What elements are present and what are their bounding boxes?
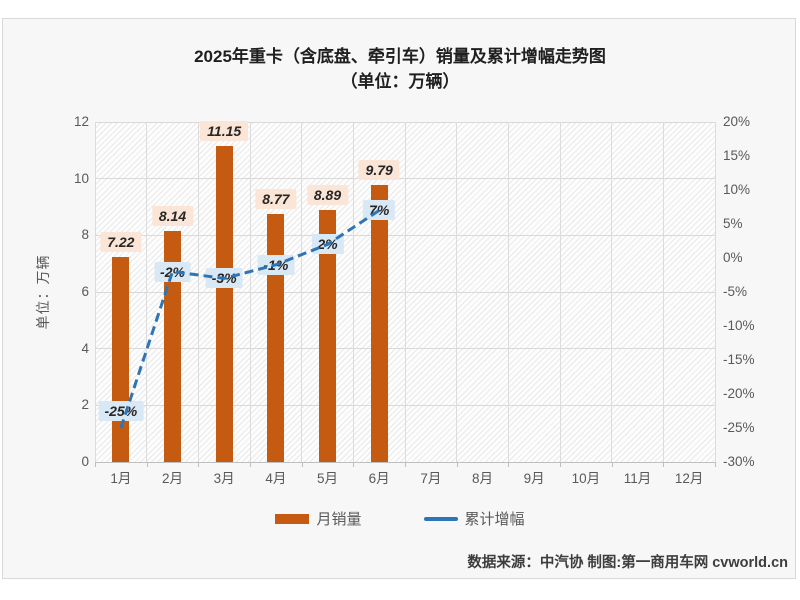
x-axis-tick xyxy=(456,462,458,467)
x-axis-tick-label: 5月 xyxy=(316,471,338,486)
v-gridline xyxy=(146,122,148,462)
x-axis-tick-label: 12月 xyxy=(674,471,704,486)
line-series-swatch xyxy=(423,516,458,521)
bar xyxy=(370,184,388,462)
v-gridline xyxy=(559,122,561,462)
growth-line xyxy=(119,209,380,429)
x-axis-tick xyxy=(250,462,251,467)
right-axis-tick-label: -30% xyxy=(723,454,755,469)
x-axis-tick-label: 9月 xyxy=(523,471,545,486)
title-block: 2025年重卡（含底盘、牵引车）销量及累计增幅走势图 （单位：万辆） xyxy=(0,44,800,94)
v-gridline xyxy=(301,122,303,462)
source-credit-text: 数据来源：中汽协 制图:第一商用车网 cvworld.cn xyxy=(467,555,788,571)
v-gridline xyxy=(714,122,716,462)
v-gridline xyxy=(197,122,199,462)
y-axis-tick-label: 8 xyxy=(81,227,89,243)
right-axis-tick-label: -25% xyxy=(723,420,755,435)
bar-value-label: 8.14 xyxy=(151,206,194,227)
x-axis-tick-label: 11月 xyxy=(623,471,652,486)
bar-value-label: 8.77 xyxy=(255,188,297,209)
right-axis-tick-label: 20% xyxy=(723,114,751,129)
x-axis-tick-label: 1月 xyxy=(110,471,132,486)
x-axis-tick xyxy=(560,462,561,467)
chart-legend: 月销量 累计增幅 xyxy=(0,508,800,529)
y-axis-tick-label: 2 xyxy=(81,397,89,413)
bar xyxy=(267,213,285,462)
y-axis-tick-label: 0 xyxy=(81,454,89,469)
v-gridline xyxy=(456,122,458,462)
chart-subtitle: （单位：万辆） xyxy=(340,72,460,91)
x-axis-tick xyxy=(198,462,200,467)
bar xyxy=(215,146,233,462)
x-axis-tick xyxy=(663,462,665,467)
x-axis-tick xyxy=(95,462,96,467)
x-axis-tick xyxy=(146,462,148,467)
plot-area: 7.22 8.14 11.15 8.77 8.89 9.79 -25% -2% -3% -1% 2%… xyxy=(94,121,716,463)
y-axis-tick-label: 4 xyxy=(81,340,89,356)
x-axis-tick-label: 8月 xyxy=(471,471,493,486)
x-axis-tick xyxy=(611,462,613,467)
x-axis-tick-label: 10月 xyxy=(571,471,601,486)
v-gridline xyxy=(352,122,354,462)
x-axis-tick xyxy=(353,462,355,467)
legend-label-monthly-sales: 月销量 xyxy=(316,511,362,528)
bar-value-label: 8.89 xyxy=(306,185,349,206)
growth-line-layer xyxy=(119,209,380,429)
right-axis-tick-label: -5% xyxy=(723,284,748,299)
v-gridline xyxy=(611,122,613,462)
bar-value-label: 7.22 xyxy=(100,232,142,253)
y-axis-tick-label: 10 xyxy=(73,170,89,186)
v-gridline xyxy=(404,122,406,462)
y-axis-tick-label: 6 xyxy=(81,284,89,299)
legend-item-cumulative-growth: 累计增幅 xyxy=(423,508,525,529)
v-gridline xyxy=(94,122,96,462)
legend-label-cumulative-growth: 累计增幅 xyxy=(464,511,525,528)
chart-title: 2025年重卡（含底盘、牵引车）销量及累计增幅走势图 xyxy=(194,47,606,66)
right-axis-tick-label: 15% xyxy=(723,148,751,163)
x-axis-tick-label: 7月 xyxy=(420,471,442,486)
right-axis-tick-label: 0% xyxy=(723,250,743,265)
line-value-label: -2% xyxy=(154,261,191,282)
right-axis-tick-label: -15% xyxy=(723,352,755,367)
x-axis-tick-label: 2月 xyxy=(161,471,183,486)
right-axis-tick-label: 10% xyxy=(723,182,751,197)
v-gridline xyxy=(507,122,509,462)
right-axis-tick-label: 5% xyxy=(723,216,743,231)
right-axis-tick-label: -10% xyxy=(723,318,755,333)
x-axis-tick xyxy=(301,462,303,467)
bar-value-label: 11.15 xyxy=(200,121,249,142)
y-axis-tick-label: 12 xyxy=(73,114,89,129)
x-axis-tick xyxy=(405,462,406,467)
bar-series-swatch xyxy=(275,513,310,524)
x-axis-tick-label: 6月 xyxy=(368,471,390,486)
x-axis-tick xyxy=(508,462,510,467)
right-axis-tick-label: -20% xyxy=(723,386,755,401)
v-gridline xyxy=(662,122,664,462)
x-axis-tick-label: 4月 xyxy=(265,471,287,486)
v-gridline xyxy=(249,122,251,462)
legend-item-monthly-sales: 月销量 xyxy=(275,508,362,529)
x-axis-tick-label: 3月 xyxy=(213,471,235,486)
bar xyxy=(319,210,336,462)
x-axis-tick xyxy=(715,462,716,467)
bar-value-label: 9.79 xyxy=(358,159,400,180)
